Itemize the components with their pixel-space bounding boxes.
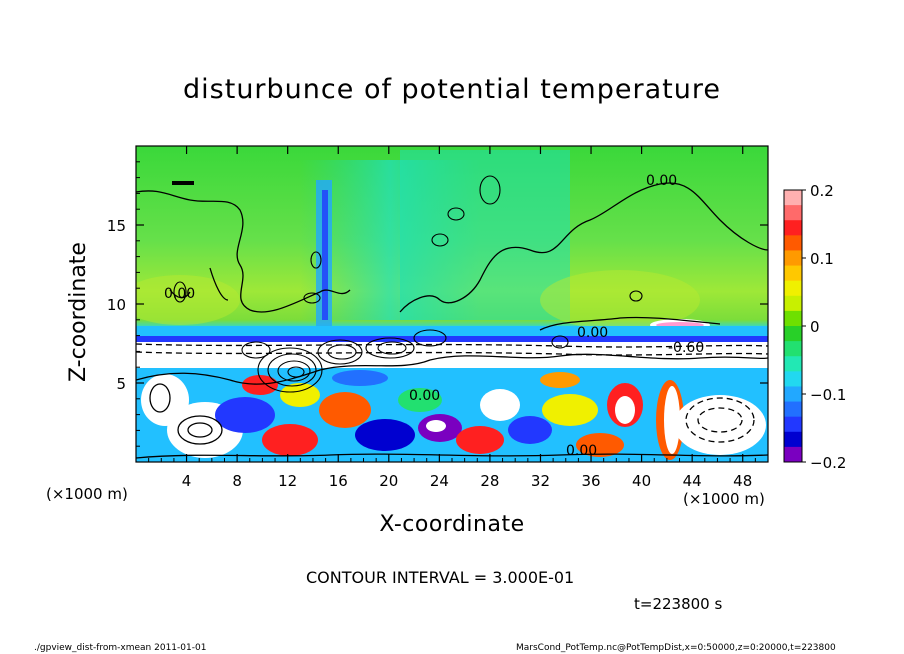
colorbar-swatch: [784, 280, 802, 297]
x-tick-label: 16: [329, 472, 348, 490]
colorbar-label: 0: [810, 318, 820, 336]
colorbar-swatch: [784, 431, 802, 448]
x-axis-unit: (×1000 m): [683, 490, 765, 508]
contour-label: 0.00: [409, 388, 440, 404]
colorbar-swatch: [784, 341, 802, 357]
x-tick-label: 20: [379, 472, 398, 490]
chart-title: disturbunce of potential temperature: [183, 74, 721, 105]
colorbar-swatch: [784, 265, 802, 282]
colorbar-label: −0.2: [810, 454, 846, 472]
x-tick-label: 24: [430, 472, 449, 490]
x-ticks: 4 8 12 16 20 24 28 32 36 40 44 48: [148, 146, 756, 490]
x-tick-label: 48: [733, 472, 752, 490]
colorbar-swatch: [784, 446, 802, 463]
contour-labels: 0.00 0.00 0.00 0.00 -0.60 0.00: [164, 173, 704, 459]
colorbar-label: 0.2: [810, 182, 834, 200]
turbulence-blobs: [141, 370, 766, 460]
time-label: t=223800 s: [634, 595, 723, 613]
contour-label: 0.00: [566, 443, 597, 459]
x-tick-label: 44: [683, 472, 702, 490]
colorbar-swatch: [784, 356, 802, 372]
contour-label: 0.00: [646, 173, 677, 189]
footer-right: MarsCond_PotTemp.nc@PotTempDist,x=0:5000…: [516, 643, 836, 653]
colorbar-swatch: [784, 310, 802, 327]
footer-left: ./gpview_dist-from-xmean 2011-01-01: [34, 643, 207, 653]
colorbar-swatch: [784, 250, 802, 267]
x-tick-label: 36: [581, 472, 600, 490]
colorbar-swatch: [784, 295, 802, 312]
x-tick-label: 4: [182, 472, 192, 490]
colorbar-swatch: [784, 326, 802, 342]
contour-label: 0.00: [577, 325, 608, 341]
x-tick-label: 28: [480, 472, 499, 490]
x-tick-label: 12: [278, 472, 297, 490]
x-tick-label: 32: [531, 472, 550, 490]
colorbar-swatch: [784, 235, 802, 251]
x-tick-label: 8: [232, 472, 242, 490]
y-axis-unit: (×1000 m): [46, 485, 128, 503]
black-mark: [172, 181, 194, 185]
colorbar-swatch: [784, 190, 802, 206]
contour-cluster: [173, 175, 643, 393]
colorbar-swatch: [784, 371, 802, 387]
y-tick-label: 5: [116, 375, 126, 393]
colorbar-swatch: [784, 220, 802, 236]
y-tick-label: 10: [107, 296, 126, 314]
colorbar-swatch: [784, 205, 802, 221]
colorbar: 0.2 0.1 0 −0.1 −0.2: [783, 182, 846, 472]
colorbar-swatch: [784, 386, 802, 403]
x-axis-label: X-coordinate: [379, 512, 525, 537]
colorbar-swatch: [784, 401, 802, 418]
contour-label: -0.60: [668, 340, 704, 356]
contour-interval-label: CONTOUR INTERVAL = 3.000E-01: [306, 568, 575, 587]
y-ticks: 5 10 15: [107, 161, 768, 447]
contour-label: 0.00: [164, 286, 195, 302]
dashed-contours: [136, 343, 768, 443]
y-tick-label: 15: [107, 217, 126, 235]
field-map: 0.00 0.00 0.00 0.00 -0.60 0.00: [136, 146, 768, 462]
colorbar-swatch: [784, 416, 802, 433]
x-tick-label: 40: [632, 472, 651, 490]
colorbar-label: 0.1: [810, 250, 834, 268]
colorbar-label: −0.1: [810, 386, 846, 404]
